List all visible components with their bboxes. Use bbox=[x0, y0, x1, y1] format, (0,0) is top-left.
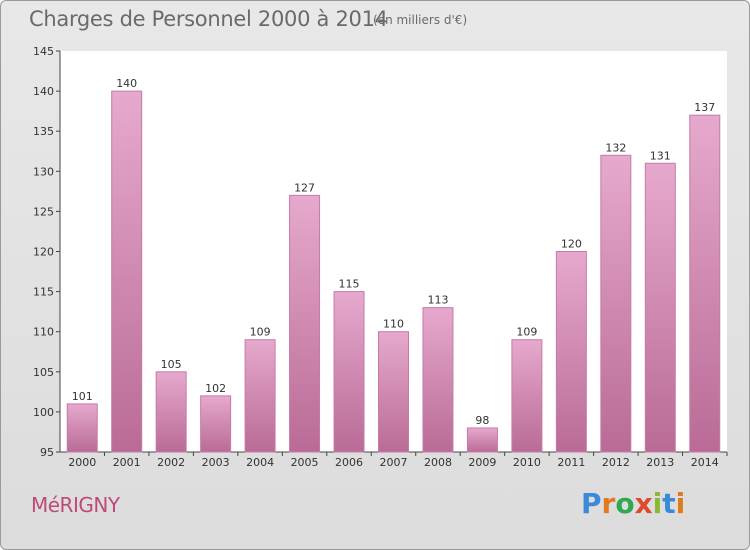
x-tick-label-2010: 2010 bbox=[513, 456, 541, 469]
bar-2011 bbox=[555, 251, 587, 453]
x-tick-label-2004: 2004 bbox=[246, 456, 274, 469]
logo-letter: t bbox=[662, 487, 676, 520]
data-label-2000: 101 bbox=[72, 390, 93, 403]
x-tick-label-2001: 2001 bbox=[113, 456, 141, 469]
bar-2000 bbox=[66, 403, 98, 453]
bar-2012 bbox=[600, 154, 632, 453]
data-label-2003: 102 bbox=[205, 382, 226, 395]
x-tick-label-2009: 2009 bbox=[468, 456, 496, 469]
bar-2010 bbox=[511, 339, 543, 453]
y-tick-label: 130 bbox=[33, 165, 54, 178]
city-name: MéRIGNY bbox=[31, 493, 120, 517]
data-label-2004: 109 bbox=[250, 326, 271, 339]
y-tick-label: 125 bbox=[33, 205, 54, 218]
x-tick-label-2012: 2012 bbox=[602, 456, 630, 469]
bar-2003 bbox=[200, 395, 232, 453]
logo-letter: i bbox=[652, 487, 663, 520]
data-label-2013: 131 bbox=[650, 149, 671, 162]
x-tick-label-2005: 2005 bbox=[291, 456, 319, 469]
bar-2008 bbox=[422, 307, 454, 453]
data-label-2010: 109 bbox=[516, 326, 537, 339]
bar-2006 bbox=[333, 291, 365, 453]
data-label-2001: 140 bbox=[116, 77, 137, 90]
data-label-2006: 115 bbox=[339, 278, 360, 291]
logo-letter: P bbox=[581, 487, 602, 520]
y-tick-label: 140 bbox=[33, 85, 54, 98]
bar-2014 bbox=[689, 114, 721, 453]
logo-letter: i bbox=[675, 487, 686, 520]
x-tick-label-2006: 2006 bbox=[335, 456, 363, 469]
data-label-2014: 137 bbox=[694, 101, 715, 114]
chart-subtitle: (en milliers d'€) bbox=[373, 13, 468, 27]
data-label-2008: 113 bbox=[427, 294, 448, 307]
x-tick-label-2008: 2008 bbox=[424, 456, 452, 469]
data-label-2007: 110 bbox=[383, 318, 404, 331]
data-label-2005: 127 bbox=[294, 181, 315, 194]
data-label-2002: 105 bbox=[161, 358, 182, 371]
x-tick-label-2011: 2011 bbox=[557, 456, 585, 469]
y-tick-label: 105 bbox=[33, 366, 54, 379]
proxiti-logo: Proxiti bbox=[581, 487, 685, 520]
x-tick-label-2000: 2000 bbox=[68, 456, 96, 469]
bar-2007 bbox=[378, 331, 409, 453]
chart-title: Charges de Personnel 2000 à 2014 bbox=[29, 7, 388, 31]
y-tick-label: 100 bbox=[33, 406, 54, 419]
bar-2002 bbox=[155, 371, 187, 453]
bar-2001 bbox=[111, 90, 143, 453]
data-label-2009: 98 bbox=[475, 414, 489, 427]
bar-2005 bbox=[289, 194, 321, 453]
x-tick-label-2007: 2007 bbox=[380, 456, 408, 469]
x-tick-label-2003: 2003 bbox=[202, 456, 230, 469]
y-tick-label: 145 bbox=[33, 45, 54, 58]
logo-letter: x bbox=[634, 487, 653, 520]
bar-2004 bbox=[244, 339, 276, 453]
data-label-2012: 132 bbox=[605, 141, 626, 154]
x-tick-label-2013: 2013 bbox=[646, 456, 674, 469]
logo-letter: r bbox=[601, 487, 616, 520]
bar-2013 bbox=[644, 162, 676, 453]
y-tick-label: 95 bbox=[40, 446, 54, 459]
y-tick-label: 115 bbox=[33, 286, 54, 299]
y-tick-label: 120 bbox=[33, 246, 54, 259]
bar-2009 bbox=[466, 427, 498, 453]
data-label-2011: 120 bbox=[561, 238, 582, 251]
x-tick-label-2014: 2014 bbox=[691, 456, 719, 469]
y-tick-label: 135 bbox=[33, 125, 54, 138]
logo-letter: o bbox=[615, 487, 635, 520]
y-tick-label: 110 bbox=[33, 326, 54, 339]
x-tick-label-2002: 2002 bbox=[157, 456, 185, 469]
